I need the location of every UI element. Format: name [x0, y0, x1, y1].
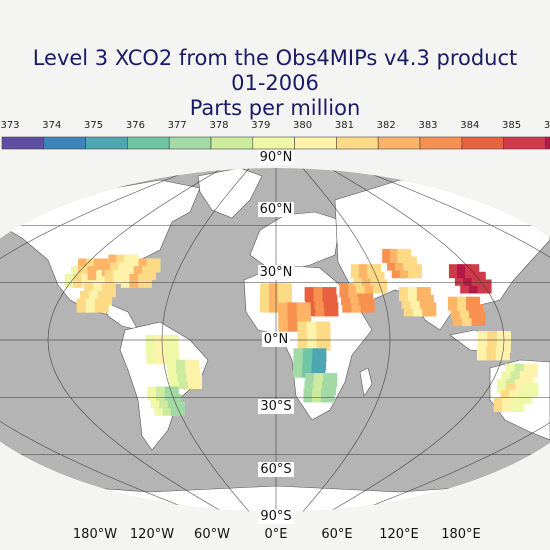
xco2-cell [316, 321, 331, 336]
colorbar-segment [1, 136, 45, 150]
latitude-label-background [258, 399, 294, 414]
colorbar-tick-label: 384 [460, 120, 480, 131]
longitude-label: 180°W [73, 527, 117, 542]
latitude-label: 60°S [260, 462, 291, 477]
meridian-line [302, 168, 391, 512]
longitude-label: 180°E [441, 527, 481, 542]
meridian-line [47, 168, 223, 512]
colorbar [1, 136, 550, 150]
colorbar-segment [85, 136, 128, 150]
chart-units-label: Parts per million [189, 96, 361, 120]
colorbar-tick-label: 378 [209, 120, 229, 131]
colorbar-segment [336, 136, 379, 150]
latitude-label-background [258, 150, 294, 165]
latitude-label: 30°S [260, 399, 291, 414]
colorbar-tick-label: 374 [42, 120, 62, 131]
xco2-cell [524, 382, 539, 397]
longitude-label: 120°W [130, 527, 174, 542]
latitude-label-background [258, 462, 294, 477]
colorbar-tick-label: 381 [334, 120, 354, 131]
latitude-label: 90°N [260, 150, 293, 165]
colorbar-tick-label: 382 [376, 120, 396, 131]
longitude-label: 0°E [265, 527, 288, 542]
xco2-cell [277, 283, 292, 298]
colorbar-tick-label: 385 [502, 120, 522, 131]
colorbar-segment [503, 136, 546, 150]
xco2-cell [101, 283, 116, 298]
colorbar-segment [545, 136, 550, 150]
longitude-label: 60°E [321, 527, 352, 542]
colorbar-tick-label: 376 [125, 120, 145, 131]
colorbar-tick-label: 386 [543, 120, 550, 131]
colorbar-segment [43, 136, 86, 150]
xco2-cell [397, 248, 412, 263]
xco2-cell [466, 296, 481, 311]
colorbar-tick-label: 379 [251, 120, 271, 131]
land-greenland [197, 168, 263, 219]
latitude-label-background [258, 509, 294, 524]
colorbar-segment [419, 136, 463, 150]
xco2-cell [323, 373, 338, 388]
latitude-label-background [258, 265, 294, 280]
colorbar-segment [168, 136, 212, 150]
meridian-line [355, 168, 550, 512]
xco2-grid-cells [64, 248, 539, 416]
xco2-cell [146, 258, 161, 273]
land-central-america [99, 299, 139, 331]
latitude-label: 0°N [264, 332, 289, 347]
colorbar-segment [210, 136, 254, 150]
meridian-line [0, 168, 197, 512]
meridian-line [161, 168, 250, 512]
graticule [0, 168, 550, 512]
colorbar-segment [294, 136, 337, 150]
latitude-label-background [258, 202, 294, 217]
latitude-label: 90°S [260, 509, 291, 524]
colorbar-tick-label: 377 [167, 120, 187, 131]
colorbar-segment [252, 136, 295, 150]
longitude-labels: 180°W 120°W 60°W 0°E 60°E 120°E 180°E [73, 527, 481, 542]
longitude-label: 60°W [194, 527, 230, 542]
colorbar-tick-label: 373 [0, 120, 20, 131]
xco2-cell [322, 287, 337, 302]
latitude-label: 30°N [260, 265, 293, 280]
xco2-cell [416, 287, 431, 302]
xco2-cell [185, 359, 200, 374]
colorbar-tick-label: 383 [418, 120, 438, 131]
colorbar-tick-label: 375 [84, 120, 104, 131]
colorbar-segment [377, 136, 421, 150]
xco2-cell [523, 363, 538, 378]
xco2-cell [296, 302, 311, 317]
world-map: 90°N 60°N 30°N 0°N 30°S 60°S 90°S 180°W 120°W 60… [0, 150, 550, 542]
meridian-line [329, 168, 505, 512]
colorbar-segment [461, 136, 504, 150]
latitude-labels: 90°N 60°N 30°N 0°N 30°S 60°S 90°S [258, 150, 294, 524]
chart-title: Level 3 XCO2 from the Obs4MIPs v4.3 prod… [32, 46, 518, 70]
colorbar-tick-label: 380 [293, 120, 313, 131]
xco2-cell [164, 334, 179, 349]
colorbar-segment [127, 136, 170, 150]
land-madagascar [359, 367, 373, 397]
longitude-label: 120°E [379, 527, 419, 542]
chart-date-subtitle: 01-2006 [231, 71, 319, 95]
xco2-cell [312, 348, 327, 363]
latitude-label-background [262, 332, 290, 347]
latitude-label: 60°N [260, 202, 293, 217]
